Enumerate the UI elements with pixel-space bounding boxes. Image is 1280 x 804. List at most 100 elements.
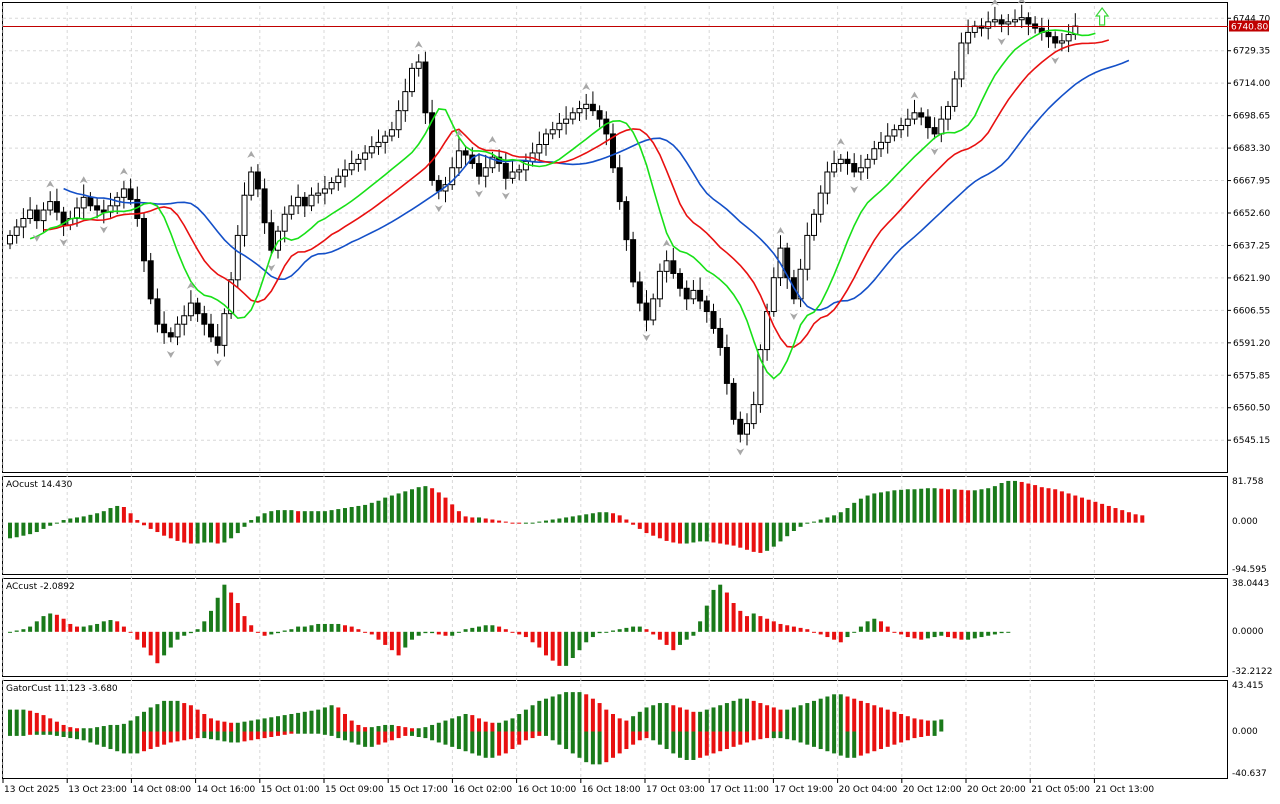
ao-bar [1113,508,1118,523]
bear-candle [60,211,67,226]
ao-bar [590,513,595,523]
gator-upper-bar [724,703,729,732]
gator-upper-bar [410,728,414,732]
ao-bar [423,486,428,523]
ao-bar [188,522,193,544]
gator-lower-bar [463,731,468,752]
ac-bar [282,630,287,632]
gator-upper-bar [919,719,924,732]
gator-lower-bar [597,731,602,765]
gator-upper-bar [403,727,408,732]
gator-lower-bar [584,731,589,763]
gator-upper-bar [343,714,347,732]
ac-bar [624,627,629,632]
gator-lower-bar [617,731,622,754]
bear-candle [623,201,630,241]
ao-bar [530,522,535,524]
ac-bar [885,626,890,632]
gator-lower-bar [276,731,280,736]
gator-upper-bar [222,721,227,732]
bear-candle [53,201,60,213]
bull-candle [482,167,489,177]
gator-upper-bar [751,700,756,732]
ao-bar [986,488,991,523]
ao-panel[interactable] [2,476,1228,575]
gator-panel[interactable] [2,680,1228,779]
gator-upper-bar [858,700,863,732]
ao-bar [182,522,187,543]
ao-bar [745,522,749,550]
ac-bar [188,631,193,634]
price-tick-label: 6698.65 [1233,112,1270,122]
ac-panel[interactable] [2,578,1228,677]
bear-candle [429,112,436,181]
ac-bar [946,631,950,638]
gator-lower-bar [242,731,247,742]
ao-bar [825,517,830,523]
bull-candle [388,129,395,137]
ao-bar [242,522,247,527]
up-arrow-icon [1094,7,1110,26]
bull-candle [335,175,342,184]
ao-bar [343,508,347,523]
ao-bar [1053,489,1058,523]
ao-bar [396,493,401,523]
gator-upper-bar [423,727,428,732]
gator-lower-bar [550,731,555,741]
gator-upper-bar [704,709,709,732]
gator-upper-bar [195,709,200,732]
gator-lower-bar [416,731,421,737]
gator-upper-bar [523,709,528,732]
ao-bar [644,522,649,534]
gator-upper-bar [182,703,187,732]
bull-candle [308,194,315,207]
price-panel[interactable] [2,2,1228,473]
bull-candle [402,91,409,112]
bull-candle [650,298,657,321]
ac-bar [684,631,689,640]
gator-upper-bar [510,718,515,732]
gator-lower-bar [671,731,676,754]
ac-bar [872,618,877,632]
ac-bar [597,631,602,634]
ac-bar [276,631,280,634]
ac-bar [865,621,870,632]
bull-candle [449,167,456,186]
gator-upper-bar [235,722,240,732]
gator-upper-bar [383,724,388,732]
ao-bar [751,522,756,552]
ac-bar [738,610,743,632]
gator-upper-bar [745,698,749,732]
gator-upper-bar [249,720,254,732]
ac-bar [269,631,274,635]
ao-bar [959,489,964,523]
ao-bar [838,512,843,523]
gator-upper-bar [838,694,843,732]
time-tick-label: 16 Oct 18:00 [582,785,641,795]
ac-bar [316,623,321,632]
ao-bar [88,514,93,523]
ao-bar [738,522,743,548]
gator-max-label: 43.415 [1232,681,1264,691]
ao-min-label: -94.595 [1232,565,1267,575]
bull-candle [375,141,382,148]
gator-lower-bar [182,731,187,741]
gator-lower-bar [249,731,254,741]
bear-candle [167,332,174,338]
price-tick-label: 6652.60 [1233,209,1270,219]
ao-bar [322,511,327,523]
ac-bar [959,631,964,640]
gator-upper-bar [242,721,247,732]
gator-upper-bar [61,724,66,732]
gator-upper-bar [255,719,260,732]
ao-bar [1046,488,1051,523]
ao-bar [68,518,73,523]
ao-bar [1026,483,1031,523]
ac-bar [952,631,957,639]
ac-bar [450,631,455,636]
ao-bar [671,522,676,543]
bull-candle [556,122,563,131]
price-tick-label: 6606.55 [1233,306,1270,316]
